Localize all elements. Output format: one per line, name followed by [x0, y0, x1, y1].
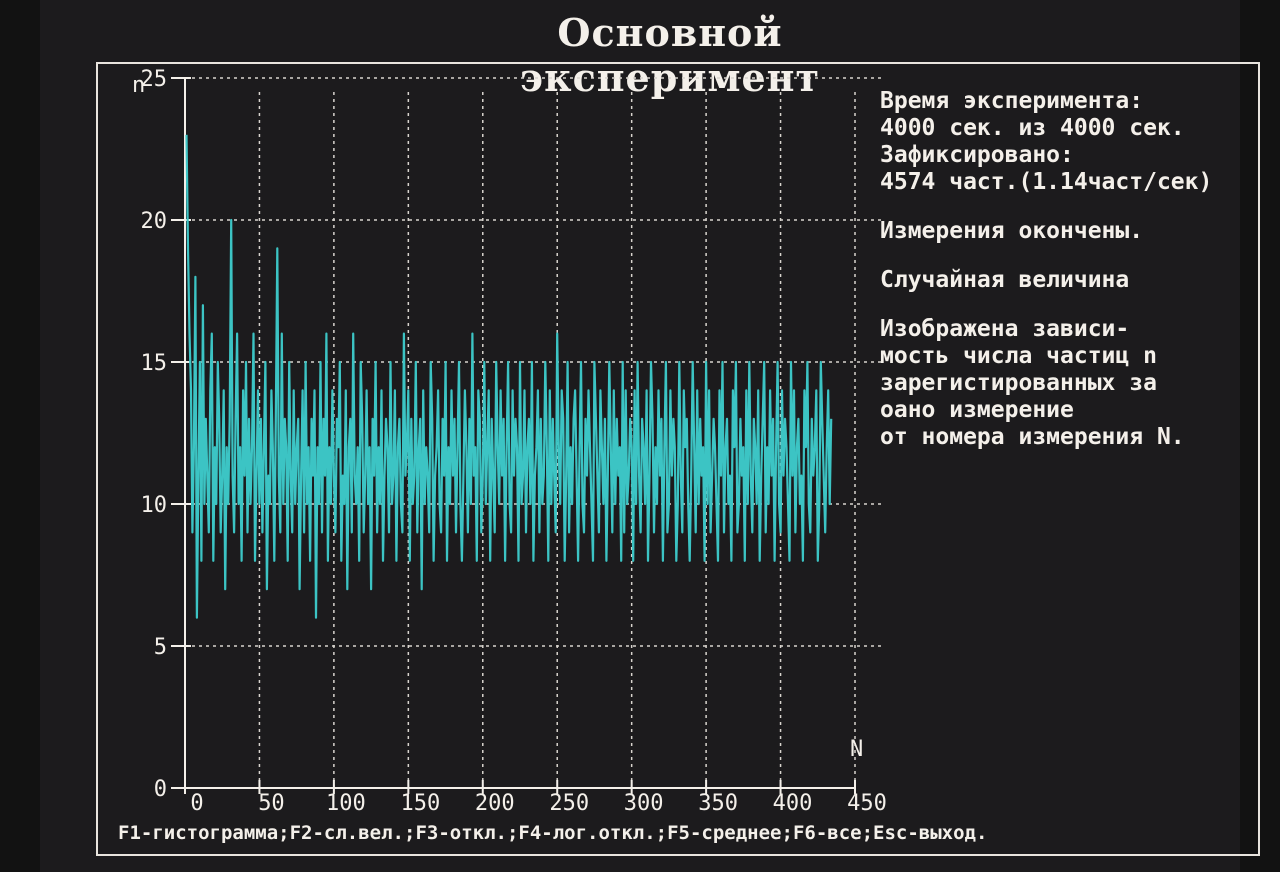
f3-deviation-key[interactable]: F3-откл.;	[415, 822, 519, 844]
y-tick-label: 10	[141, 493, 168, 518]
description-line: мость числа частиц n	[880, 343, 1157, 369]
status-text: Измерения окончены.	[880, 218, 1144, 244]
f4-log-deviation-key[interactable]: F4-лог.откл.;	[518, 822, 668, 844]
function-key-bar: F1-гистограмма;F2-сл.вел.;F3-откл.;F4-ло…	[118, 822, 987, 844]
esc-exit-key[interactable]: Esc-выход.	[873, 822, 988, 844]
f5-mean-key[interactable]: F5-среднее;	[667, 822, 793, 844]
fixed-label: Зафиксировано:	[880, 142, 1074, 168]
description-line: Изображена зависи-	[880, 316, 1130, 342]
x-tick-label: 300	[624, 791, 664, 816]
y-tick-label: 15	[141, 351, 168, 376]
x-tick-label: 100	[326, 791, 366, 816]
series-line	[185, 134, 833, 619]
x-tick-label: 0	[190, 791, 203, 816]
chart-series	[185, 134, 833, 619]
f2-random-value-key[interactable]: F2-сл.вел.;	[289, 822, 416, 844]
screen-frame	[96, 62, 1260, 856]
f1-histogram-key[interactable]: F1-гистограмма;	[118, 822, 290, 844]
x-tick-label: 350	[698, 791, 738, 816]
mode-text: Случайная величина	[880, 267, 1130, 293]
x-tick-label: 450	[847, 791, 887, 816]
info-panel: Время эксперимента: 4000 сек. из 4000 се…	[880, 88, 1270, 451]
y-tick-label: 20	[141, 209, 168, 234]
time-value: 4000 сек. из 4000 сек.	[880, 115, 1185, 141]
y-axis-label: n	[132, 73, 145, 98]
y-tick-label: 25	[141, 67, 168, 92]
chart-axes	[171, 77, 856, 794]
x-tick-label: 400	[773, 791, 813, 816]
description-line: оано измерение	[880, 397, 1074, 423]
time-label: Время эксперимента:	[880, 88, 1144, 114]
x-tick-label: 150	[400, 791, 440, 816]
y-tick-label: 5	[154, 635, 167, 660]
description-line: от номера измерения N.	[880, 424, 1185, 450]
x-axis-label: N	[850, 737, 863, 762]
x-tick-label: 200	[475, 791, 515, 816]
x-tick-label: 250	[549, 791, 589, 816]
screen	[40, 0, 1240, 872]
x-tick-label: 50	[258, 791, 285, 816]
y-tick-label: 0	[154, 777, 167, 802]
fixed-value: 4574 част.(1.14част/сек)	[880, 169, 1213, 195]
description-line: зарегистированных за	[880, 370, 1157, 396]
f6-all-key[interactable]: F6-все;	[792, 822, 874, 844]
